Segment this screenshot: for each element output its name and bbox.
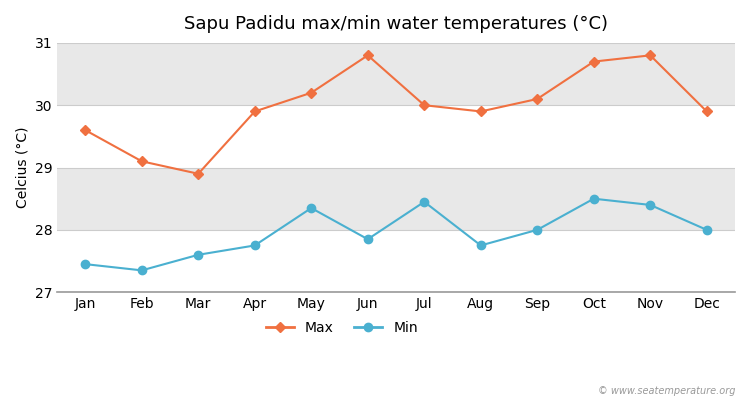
Y-axis label: Celcius (°C): Celcius (°C)	[15, 127, 29, 208]
Bar	[57, 168, 735, 230]
Bar	[57, 105, 735, 168]
Bar	[57, 230, 735, 292]
Bar	[57, 43, 735, 105]
Legend: Max, Min: Max, Min	[260, 315, 424, 340]
Title: Sapu Padidu max/min water temperatures (°C): Sapu Padidu max/min water temperatures (…	[184, 15, 608, 33]
Text: © www.seatemperature.org: © www.seatemperature.org	[598, 386, 735, 396]
